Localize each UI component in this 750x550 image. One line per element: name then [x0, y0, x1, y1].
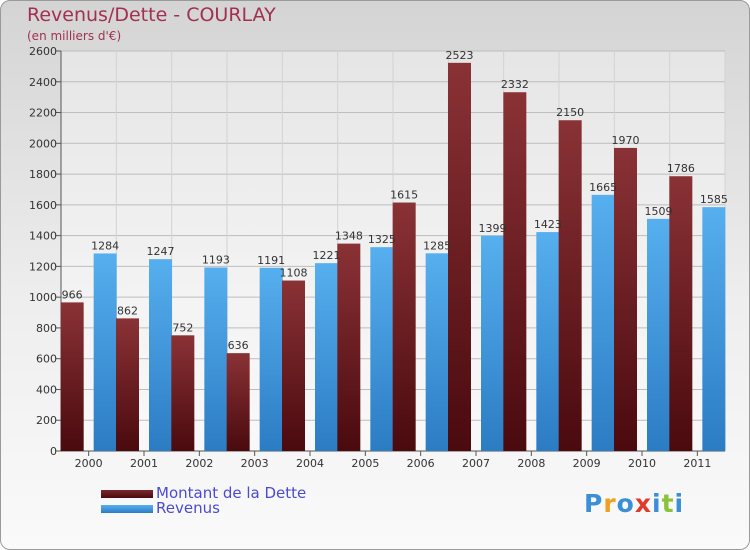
bar-dette — [448, 62, 471, 451]
y-tick-label: 2600 — [29, 45, 57, 58]
y-tick-label: 1200 — [29, 260, 57, 273]
bar-dette — [171, 335, 195, 451]
data-label-dette: 1108 — [280, 267, 308, 280]
bar-revenus — [149, 259, 172, 451]
data-label-revenus: 1585 — [700, 193, 728, 206]
legend-label-revenus: Revenus — [156, 499, 220, 517]
data-label-dette: 1615 — [390, 189, 418, 202]
bar-dette — [669, 176, 693, 451]
x-tick-label: 2011 — [683, 457, 711, 470]
x-tick-label: 2007 — [462, 457, 490, 470]
chart-title: Revenus/Dette - COURLAY — [27, 4, 276, 26]
y-tick-label: 200 — [36, 414, 57, 427]
x-tick-label: 2001 — [130, 457, 158, 470]
bar-revenus — [647, 218, 670, 451]
y-tick-label: 1600 — [29, 199, 57, 212]
bar-dette — [337, 243, 361, 451]
x-tick-label: 2009 — [573, 457, 601, 470]
logo-letter: x — [634, 489, 652, 518]
bar-dette — [503, 92, 527, 451]
bar-revenus — [481, 235, 504, 451]
y-tick-label: 2400 — [29, 76, 57, 89]
bar-revenus — [204, 267, 228, 451]
data-label-dette: 966 — [62, 288, 83, 301]
bar-dette — [558, 120, 582, 451]
data-label-dette: 2332 — [501, 78, 529, 91]
legend-swatch-dette — [101, 490, 153, 498]
data-label-dette: 1786 — [667, 162, 695, 175]
logo-letter: i — [652, 489, 662, 518]
bar-revenus — [536, 232, 560, 451]
data-label-revenus: 1325 — [368, 233, 396, 246]
bar-revenus — [702, 207, 726, 451]
bar-dette — [116, 318, 139, 451]
x-tick-label: 2006 — [407, 457, 435, 470]
data-label-revenus: 1247 — [147, 245, 175, 258]
y-tick-label: 400 — [36, 383, 57, 396]
y-tick-label: 0 — [50, 445, 57, 458]
data-label-revenus: 1191 — [257, 254, 285, 267]
bar-dette — [226, 353, 250, 451]
bar-dette — [60, 302, 84, 451]
y-tick-label: 2200 — [29, 107, 57, 120]
legend-label-dette: Montant de la Dette — [156, 484, 307, 502]
bar-layer — [60, 62, 726, 451]
data-label-revenus: 1399 — [479, 222, 507, 235]
y-tick-label: 2000 — [29, 137, 57, 150]
logo-letter: r — [603, 489, 617, 518]
data-label-dette: 636 — [228, 339, 249, 352]
bar-revenus — [93, 253, 117, 451]
y-tick-label: 1400 — [29, 230, 57, 243]
bar-revenus — [259, 267, 283, 451]
logo-letter: o — [616, 489, 635, 518]
x-tick-label: 2003 — [241, 457, 269, 470]
logo-letter: t — [661, 489, 675, 518]
data-label-revenus: 1509 — [645, 205, 673, 218]
data-label-dette: 2523 — [446, 49, 474, 62]
data-label-dette: 2150 — [556, 106, 584, 119]
data-label-dette: 752 — [172, 321, 193, 334]
bar-dette — [614, 147, 637, 451]
data-label-revenus: 1285 — [423, 239, 451, 252]
data-label-revenus: 1193 — [202, 253, 230, 266]
logo-letter: i — [674, 489, 685, 518]
bar-revenus — [370, 247, 394, 451]
y-tick-label: 600 — [36, 353, 57, 366]
y-tick-label: 1800 — [29, 168, 57, 181]
bar-revenus — [425, 253, 449, 451]
data-label-revenus: 1221 — [313, 249, 341, 262]
x-tick-label: 2010 — [628, 457, 656, 470]
data-label-revenus: 1284 — [91, 239, 119, 252]
x-tick-label: 2008 — [517, 457, 545, 470]
data-label-revenus: 1423 — [534, 218, 562, 231]
logo-letter: P — [584, 489, 604, 518]
x-tick-label: 2004 — [296, 457, 324, 470]
x-tick-label: 2000 — [75, 457, 103, 470]
proxiti-logo: Proxiti — [584, 489, 684, 518]
y-tick-label: 1000 — [29, 291, 57, 304]
data-label-dette: 1348 — [335, 230, 363, 243]
x-tick-label: 2002 — [185, 457, 213, 470]
bar-dette — [392, 202, 416, 451]
legend-swatch-revenus — [101, 505, 153, 513]
y-tick-label: 800 — [36, 322, 57, 335]
data-label-revenus: 1665 — [589, 181, 617, 194]
bar-dette — [282, 280, 305, 451]
bar-revenus — [591, 194, 615, 451]
data-label-dette: 1970 — [612, 134, 640, 147]
chart-subtitle: (en milliers d'€) — [27, 29, 122, 43]
x-tick-label: 2005 — [351, 457, 379, 470]
data-label-dette: 862 — [117, 304, 138, 317]
bar-revenus — [315, 263, 338, 451]
